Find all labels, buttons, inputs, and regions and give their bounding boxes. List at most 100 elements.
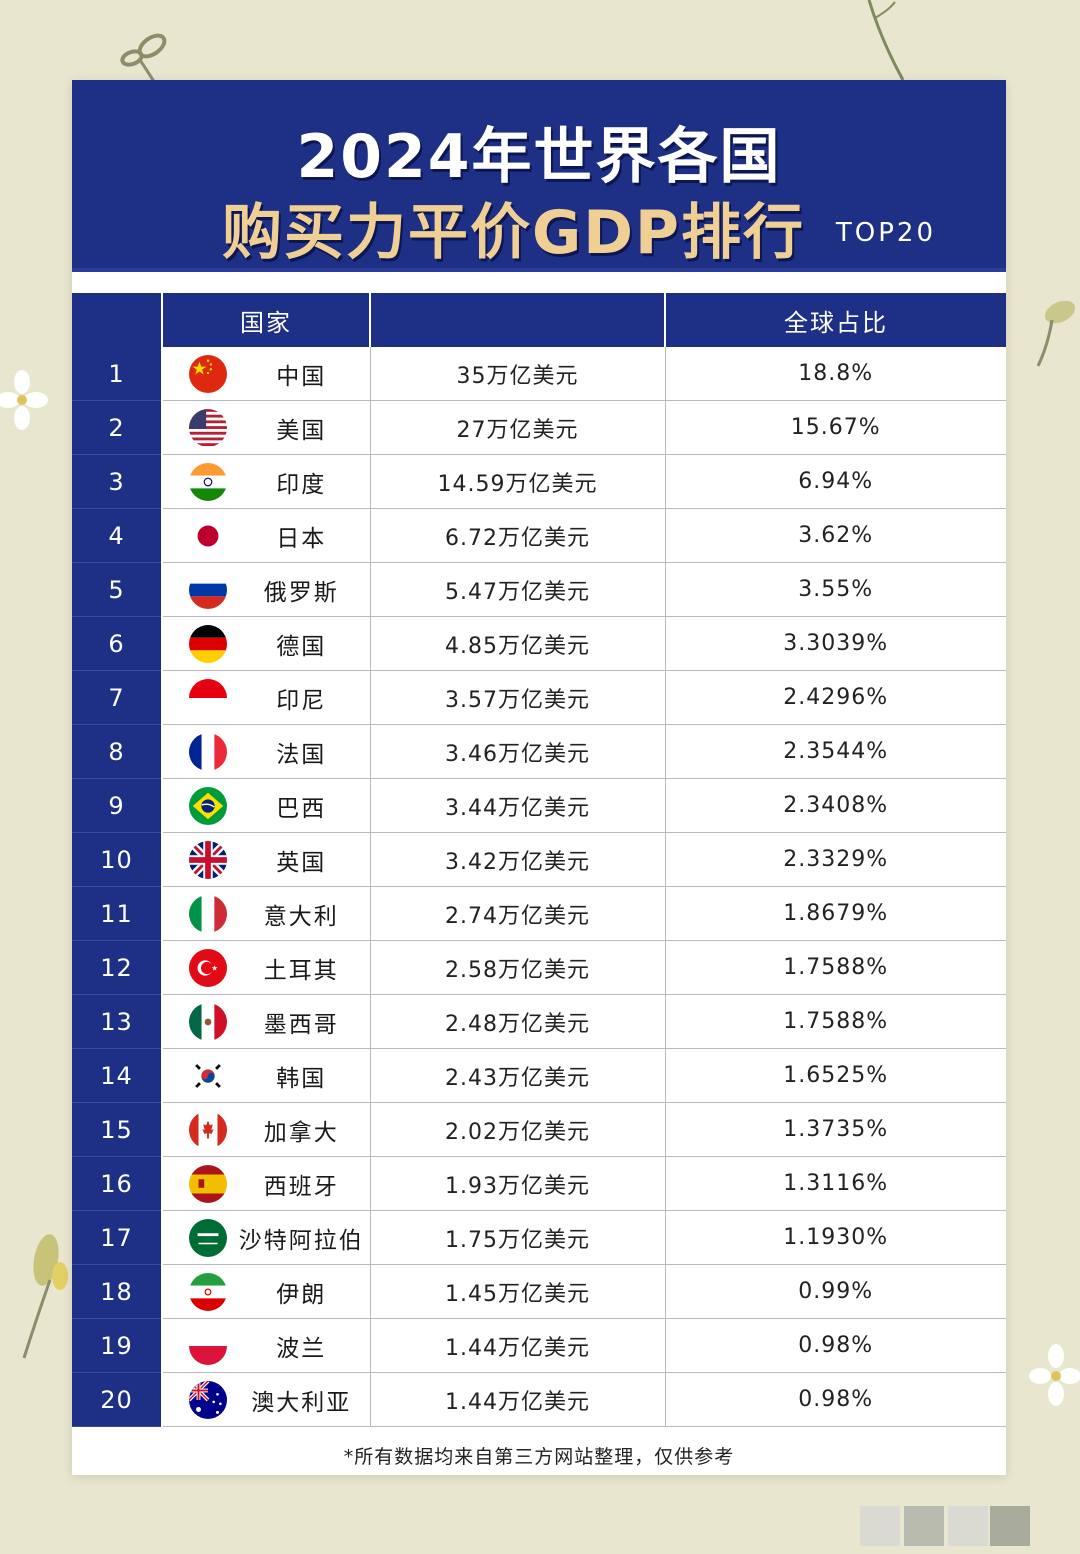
country-name: 印尼 <box>276 687 327 714</box>
country-cell: 澳大利亚 <box>162 1372 371 1427</box>
table-row: 19 波兰 1.44万亿美元 0.98% <box>72 1318 1006 1373</box>
country-name: 德国 <box>276 633 327 660</box>
china-flag-icon <box>189 354 227 393</box>
iran-flag-icon <box>189 1272 227 1311</box>
country-cell: 日本 <box>162 508 371 563</box>
country-cell: 伊朗 <box>162 1264 371 1319</box>
gdp-cell: 27万亿美元 <box>370 400 666 455</box>
page-subtitle: 购买力平价GDP排行 <box>222 198 806 268</box>
country-cell: 印尼 <box>162 670 371 725</box>
table-row: 7 印尼 3.57万亿美元 2.4296% <box>72 670 1006 725</box>
flower-decoration-icon <box>0 370 48 430</box>
share-cell: 3.3039% <box>665 616 1006 671</box>
table-row: 12 土耳其 2.58万亿美元 1.7588% <box>72 940 1006 995</box>
rank-cell: 5 <box>72 562 163 617</box>
country-name: 印度 <box>276 471 327 498</box>
ranking-table: 国家 全球占比 1 中国 35万亿美元 18.8% 2 美国 27万亿美元 15.67% 3 印度… <box>72 293 1006 1427</box>
japan-flag-icon <box>189 516 227 555</box>
table-row: 18 伊朗 1.45万亿美元 0.99% <box>72 1264 1006 1319</box>
rank-cell: 1 <box>72 347 163 401</box>
country-cell: 墨西哥 <box>162 994 371 1049</box>
rank-cell: 20 <box>72 1372 163 1427</box>
rank-cell: 13 <box>72 994 163 1049</box>
country-cell: 西班牙 <box>162 1156 371 1211</box>
gdp-cell: 3.46万亿美元 <box>370 724 666 779</box>
rank-cell: 6 <box>72 616 163 671</box>
share-cell: 1.1930% <box>665 1210 1006 1265</box>
gdp-cell: 2.74万亿美元 <box>370 886 666 941</box>
rank-cell: 3 <box>72 454 163 509</box>
mexico-flag-icon <box>189 1002 227 1041</box>
share-cell: 1.3735% <box>665 1102 1006 1157</box>
country-name: 伊朗 <box>276 1281 327 1308</box>
share-cell: 1.7588% <box>665 940 1006 995</box>
share-cell: 2.3544% <box>665 724 1006 779</box>
gdp-cell: 1.44万亿美元 <box>370 1372 666 1427</box>
flower-decoration-icon <box>1029 1344 1080 1406</box>
gdp-cell: 2.58万亿美元 <box>370 940 666 995</box>
uk-flag-icon <box>189 840 227 879</box>
page-title: 2024年世界各国 <box>296 122 782 192</box>
leaf-decoration-icon <box>1036 300 1076 367</box>
gdp-cell: 1.44万亿美元 <box>370 1318 666 1373</box>
rank-cell: 14 <box>72 1048 163 1103</box>
gdp-cell: 2.48万亿美元 <box>370 994 666 1049</box>
country-cell: 俄罗斯 <box>162 562 371 617</box>
rank-cell: 17 <box>72 1210 163 1265</box>
share-cell: 1.6525% <box>665 1048 1006 1103</box>
country-name: 巴西 <box>276 795 327 822</box>
italy-flag-icon <box>189 894 227 933</box>
country-name: 波兰 <box>276 1335 327 1362</box>
header-country: 国家 <box>162 293 371 347</box>
rank-cell: 9 <box>72 778 163 833</box>
country-name: 墨西哥 <box>263 1011 339 1038</box>
poland-flag-icon <box>189 1326 227 1365</box>
gdp-cell: 4.85万亿美元 <box>370 616 666 671</box>
gdp-cell: 6.72万亿美元 <box>370 508 666 563</box>
rank-cell: 7 <box>72 670 163 725</box>
table-row: 3 印度 14.59万亿美元 6.94% <box>72 454 1006 509</box>
country-cell: 中国 <box>162 347 371 401</box>
country-cell: 沙特阿拉伯 <box>162 1210 371 1265</box>
share-cell: 3.55% <box>665 562 1006 617</box>
table-row: 14 韩国 2.43万亿美元 1.6525% <box>72 1048 1006 1103</box>
rank-cell: 15 <box>72 1102 163 1157</box>
usa-flag-icon <box>189 408 227 447</box>
country-name: 加拿大 <box>263 1119 339 1146</box>
gdp-cell: 3.42万亿美元 <box>370 832 666 887</box>
branch-decoration-icon <box>867 0 905 81</box>
share-cell: 1.8679% <box>665 886 1006 941</box>
gdp-cell: 1.45万亿美元 <box>370 1264 666 1319</box>
rank-cell: 19 <box>72 1318 163 1373</box>
spain-flag-icon <box>189 1164 227 1203</box>
footnote: *所有数据均来自第三方网站整理，仅供参考 <box>343 1446 735 1468</box>
rank-cell: 12 <box>72 940 163 995</box>
gdp-cell: 2.43万亿美元 <box>370 1048 666 1103</box>
country-name: 沙特阿拉伯 <box>238 1227 364 1254</box>
rank-cell: 2 <box>72 400 163 455</box>
table-row: 6 德国 4.85万亿美元 3.3039% <box>72 616 1006 671</box>
rank-cell: 11 <box>72 886 163 941</box>
ranking-card: 2024年世界各国 购买力平价GDP排行 TOP20 国家 全球占比 1 中国 35… <box>72 80 1006 1475</box>
turkey-flag-icon <box>189 948 227 987</box>
title-banner: 2024年世界各国 购买力平价GDP排行 TOP20 <box>72 80 1006 272</box>
country-name: 美国 <box>276 417 327 444</box>
country-cell: 土耳其 <box>162 940 371 995</box>
country-name: 土耳其 <box>263 957 339 984</box>
country-name: 日本 <box>276 525 327 552</box>
share-cell: 3.62% <box>665 508 1006 563</box>
gdp-cell: 35万亿美元 <box>370 347 666 401</box>
share-cell: 0.99% <box>665 1264 1006 1319</box>
table-row: 11 意大利 2.74万亿美元 1.8679% <box>72 886 1006 941</box>
india-flag-icon <box>189 462 227 501</box>
watermark-blocks <box>860 1506 1030 1546</box>
country-name: 中国 <box>276 363 327 390</box>
leaf-decoration-icon <box>22 1234 68 1359</box>
table-header-row: 国家 全球占比 <box>72 293 1006 347</box>
table-row: 4 日本 6.72万亿美元 3.62% <box>72 508 1006 563</box>
share-cell: 1.7588% <box>665 994 1006 1049</box>
table-row: 5 俄罗斯 5.47万亿美元 3.55% <box>72 562 1006 617</box>
country-cell: 巴西 <box>162 778 371 833</box>
country-cell: 德国 <box>162 616 371 671</box>
share-cell: 0.98% <box>665 1318 1006 1373</box>
